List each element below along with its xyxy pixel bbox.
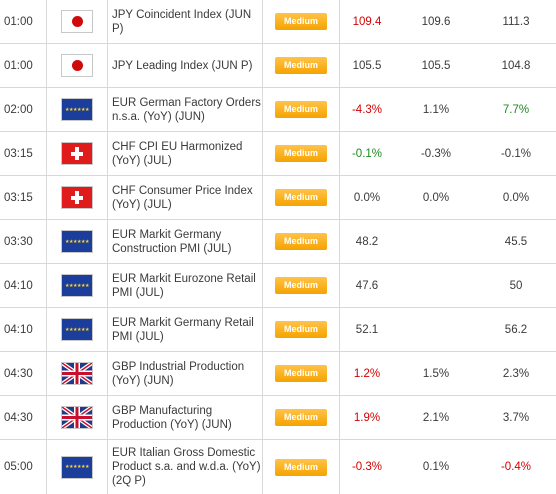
importance-badge: Medium (275, 277, 327, 294)
actual-value: -4.3% (351, 103, 383, 116)
event-name[interactable]: GBP Industrial Production (YoY) (JUN) (112, 360, 245, 387)
importance-badge: Medium (275, 13, 327, 30)
event-name[interactable]: JPY Leading Index (JUN P) (112, 59, 253, 72)
forecast-value: 1.1% (422, 103, 450, 116)
event-name[interactable]: EUR Italian Gross Domestic Product s.a. … (112, 447, 261, 487)
event-name[interactable]: EUR German Factory Orders n.s.a. (YoY) (… (112, 96, 261, 123)
table-row: 03:15 CHF Consumer Price Index (YoY) (JU… (0, 176, 556, 220)
previous-value: 104.8 (501, 59, 531, 72)
importance-badge: Medium (275, 458, 327, 476)
event-time: 01:00 (4, 59, 33, 72)
actual-value: 47.6 (355, 279, 379, 292)
actual-value: 109.4 (352, 15, 382, 28)
actual-value: -0.1% (351, 147, 383, 160)
event-time: 03:30 (4, 235, 33, 248)
previous-value: 2.3% (502, 367, 530, 380)
event-name[interactable]: CHF CPI EU Harmonized (YoY) (JUL) (112, 140, 243, 167)
actual-value: 52.1 (355, 323, 379, 336)
event-time: 03:15 (4, 191, 33, 204)
forecast-value: 2.1% (422, 411, 450, 424)
forecast-value: 0.1% (422, 461, 450, 473)
actual-value: 0.0% (353, 191, 381, 204)
table-row: 01:00 JPY Coincident Index (JUN P) Mediu… (0, 0, 556, 44)
forecast-value: -0.3% (420, 147, 452, 160)
importance-badge: Medium (275, 321, 327, 338)
table-row: 04:10 ★★★★★★ EUR Markit Germany Retail P… (0, 308, 556, 352)
forecast-value: 105.5 (421, 59, 451, 72)
previous-value: 56.2 (504, 323, 528, 336)
eu-flag-icon: ★★★★★★ (62, 99, 92, 120)
importance-badge: Medium (275, 145, 327, 162)
actual-value: 105.5 (352, 59, 382, 72)
eu-flag-icon: ★★★★★★ (62, 231, 92, 252)
table-row: 04:10 ★★★★★★ EUR Markit Eurozone Retail … (0, 264, 556, 308)
table-row: 05:00 ★★★★★★ EUR Italian Gross Domestic … (0, 440, 556, 494)
event-time: 04:10 (4, 323, 33, 336)
event-time: 02:00 (4, 103, 33, 116)
forecast-value (396, 264, 476, 307)
event-name[interactable]: JPY Coincident Index (JUN P) (112, 8, 252, 35)
swiss-flag-icon (62, 187, 92, 208)
event-time: 04:10 (4, 279, 33, 292)
previous-value: 3.7% (502, 411, 530, 424)
actual-value: 1.2% (353, 367, 381, 380)
uk-flag-icon (62, 363, 92, 384)
event-time: 04:30 (4, 367, 33, 380)
event-time: 05:00 (4, 461, 33, 473)
table-row: 03:30 ★★★★★★ EUR Markit Germany Construc… (0, 220, 556, 264)
importance-badge: Medium (275, 233, 327, 250)
previous-value: 50 (509, 279, 523, 292)
event-time: 01:00 (4, 15, 33, 28)
forecast-value (396, 220, 476, 263)
swiss-flag-icon (62, 143, 92, 164)
importance-badge: Medium (275, 57, 327, 74)
previous-value: -0.4% (500, 461, 532, 473)
eu-flag-icon: ★★★★★★ (62, 456, 92, 478)
japan-flag-icon (62, 55, 92, 76)
importance-badge: Medium (275, 189, 327, 206)
actual-value: -0.3% (351, 461, 383, 473)
event-name[interactable]: EUR Markit Eurozone Retail PMI (JUL) (112, 272, 256, 299)
forecast-value: 109.6 (421, 15, 451, 28)
event-name[interactable]: GBP Manufacturing Production (YoY) (JUN) (112, 404, 232, 431)
table-row: 04:30 GBP Industrial Production (YoY) (J… (0, 352, 556, 396)
importance-badge: Medium (275, 365, 327, 382)
eu-flag-icon: ★★★★★★ (62, 275, 92, 296)
event-time: 04:30 (4, 411, 33, 424)
table-row: 01:00 JPY Leading Index (JUN P) Medium 1… (0, 44, 556, 88)
event-name[interactable]: EUR Markit Germany Retail PMI (JUL) (112, 316, 254, 343)
importance-badge: Medium (275, 409, 327, 426)
japan-flag-icon (62, 11, 92, 32)
previous-value: 0.0% (502, 191, 530, 204)
event-time: 03:15 (4, 147, 33, 160)
previous-value: 45.5 (504, 235, 528, 248)
previous-value: 7.7% (502, 103, 530, 116)
eu-flag-icon: ★★★★★★ (62, 319, 92, 340)
forecast-value (396, 308, 476, 351)
uk-flag-icon (62, 407, 92, 428)
forecast-value: 1.5% (422, 367, 450, 380)
event-name[interactable]: CHF Consumer Price Index (YoY) (JUL) (112, 184, 253, 211)
importance-badge: Medium (275, 101, 327, 118)
forecast-value: 0.0% (422, 191, 450, 204)
table-row: 04:30 GBP Manufacturing Production (YoY)… (0, 396, 556, 440)
previous-value: -0.1% (500, 147, 532, 160)
previous-value: 111.3 (502, 15, 530, 28)
actual-value: 1.9% (353, 411, 381, 424)
table-row: 02:00 ★★★★★★ EUR German Factory Orders n… (0, 88, 556, 132)
table-row: 03:15 CHF CPI EU Harmonized (YoY) (JUL) … (0, 132, 556, 176)
actual-value: 48.2 (355, 235, 379, 248)
event-name[interactable]: EUR Markit Germany Construction PMI (JUL… (112, 228, 232, 255)
